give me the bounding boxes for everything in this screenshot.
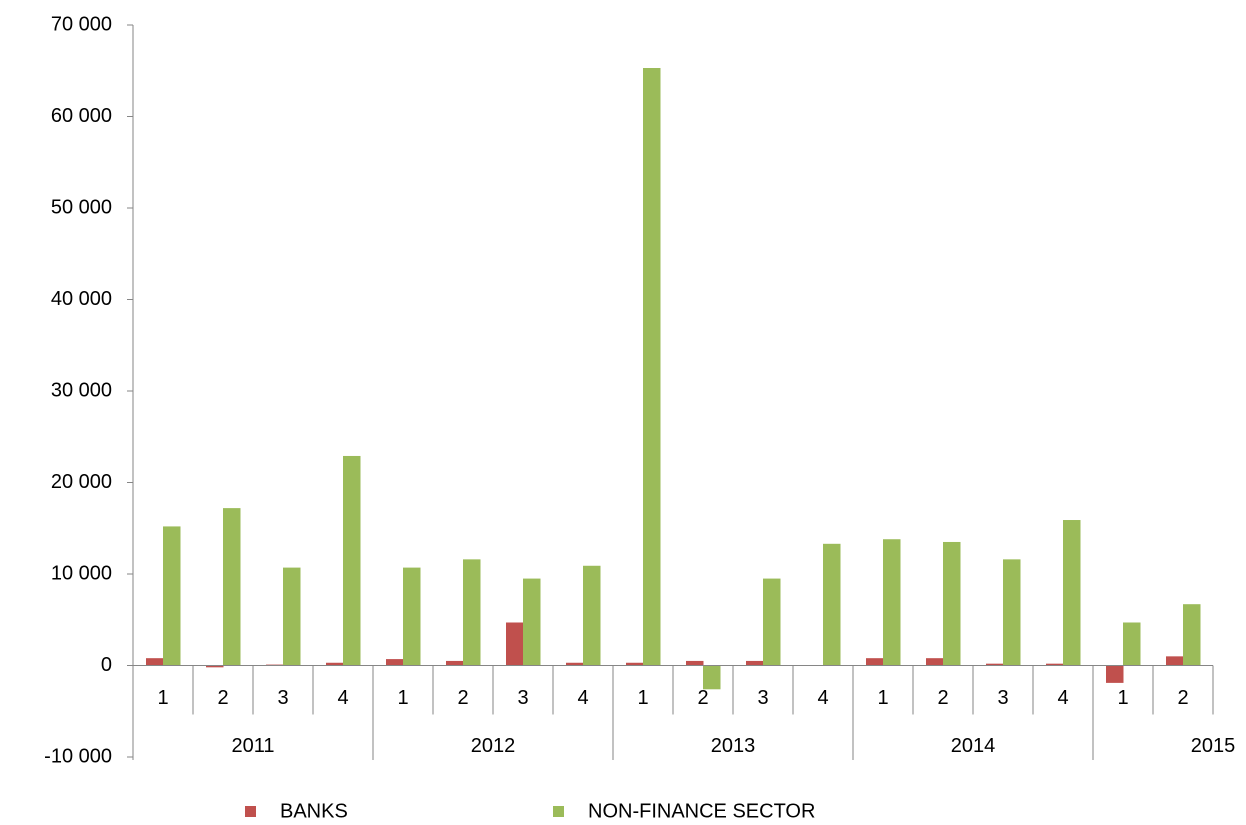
bar bbox=[943, 541, 961, 666]
bar bbox=[926, 658, 944, 666]
bar bbox=[446, 660, 464, 666]
bar bbox=[523, 578, 541, 666]
x-tick-label: 2 bbox=[457, 687, 468, 709]
year-label: 2011 bbox=[231, 735, 274, 757]
bar bbox=[703, 665, 721, 690]
y-tick-label: -10 000 bbox=[44, 745, 112, 767]
bar bbox=[626, 662, 644, 666]
x-tick-label: 1 bbox=[157, 687, 168, 709]
bar bbox=[343, 455, 361, 666]
x-tick-label: 2 bbox=[697, 687, 708, 709]
x-tick-label: 3 bbox=[517, 687, 528, 709]
bar bbox=[1123, 622, 1141, 666]
bar bbox=[1183, 604, 1201, 666]
bar bbox=[386, 659, 404, 666]
bar bbox=[283, 567, 301, 666]
bar bbox=[1063, 520, 1081, 666]
bar bbox=[883, 539, 901, 666]
y-tick-label: 10 000 bbox=[51, 562, 112, 584]
x-tick-label: 2 bbox=[937, 687, 948, 709]
y-tick-label: 30 000 bbox=[51, 379, 112, 401]
legend-swatch bbox=[553, 806, 564, 817]
bar bbox=[223, 508, 241, 666]
bar bbox=[146, 658, 164, 666]
x-tick-label: 2 bbox=[1177, 687, 1188, 709]
bar bbox=[643, 68, 661, 666]
x-tick-label: 4 bbox=[817, 687, 828, 709]
bar bbox=[566, 662, 584, 666]
x-tick-label: 4 bbox=[337, 687, 348, 709]
bar bbox=[686, 660, 704, 666]
bar bbox=[746, 660, 764, 666]
legend-swatch bbox=[245, 806, 256, 817]
bar bbox=[463, 559, 481, 666]
y-tick-label: 50 000 bbox=[51, 196, 112, 218]
bar bbox=[986, 663, 1004, 666]
year-label: 2015 bbox=[1191, 735, 1236, 757]
y-tick-label: 0 bbox=[101, 654, 112, 676]
x-tick-label: 3 bbox=[997, 687, 1008, 709]
bar bbox=[403, 567, 421, 666]
year-label: 2014 bbox=[951, 735, 996, 757]
bar bbox=[206, 665, 224, 668]
bar bbox=[823, 543, 841, 666]
x-tick-label: 3 bbox=[277, 687, 288, 709]
bar bbox=[163, 526, 181, 666]
bar bbox=[1046, 663, 1064, 666]
bar bbox=[326, 662, 344, 666]
x-tick-label: 1 bbox=[637, 687, 648, 709]
bar bbox=[506, 622, 524, 666]
x-tick-label: 4 bbox=[1057, 687, 1068, 709]
legend-label: BANKS bbox=[280, 800, 348, 822]
y-tick-label: 70 000 bbox=[51, 13, 112, 35]
x-tick-label: 1 bbox=[1117, 687, 1128, 709]
bar bbox=[866, 658, 884, 666]
x-tick-label: 2 bbox=[217, 687, 228, 709]
y-tick-label: 20 000 bbox=[51, 471, 112, 493]
x-tick-label: 1 bbox=[877, 687, 888, 709]
bar bbox=[583, 565, 601, 666]
y-tick-label: 60 000 bbox=[51, 105, 112, 127]
year-label: 2012 bbox=[471, 735, 516, 757]
bar bbox=[763, 578, 781, 666]
x-tick-label: 4 bbox=[577, 687, 588, 709]
x-tick-label: 1 bbox=[397, 687, 408, 709]
bar bbox=[1106, 665, 1124, 683]
x-tick-label: 3 bbox=[757, 687, 768, 709]
year-label: 2013 bbox=[711, 735, 756, 757]
bar bbox=[1166, 656, 1184, 666]
y-tick-label: 40 000 bbox=[51, 288, 112, 310]
legend-label: NON-FINANCE SECTOR bbox=[588, 800, 815, 822]
bar bbox=[1003, 559, 1021, 666]
